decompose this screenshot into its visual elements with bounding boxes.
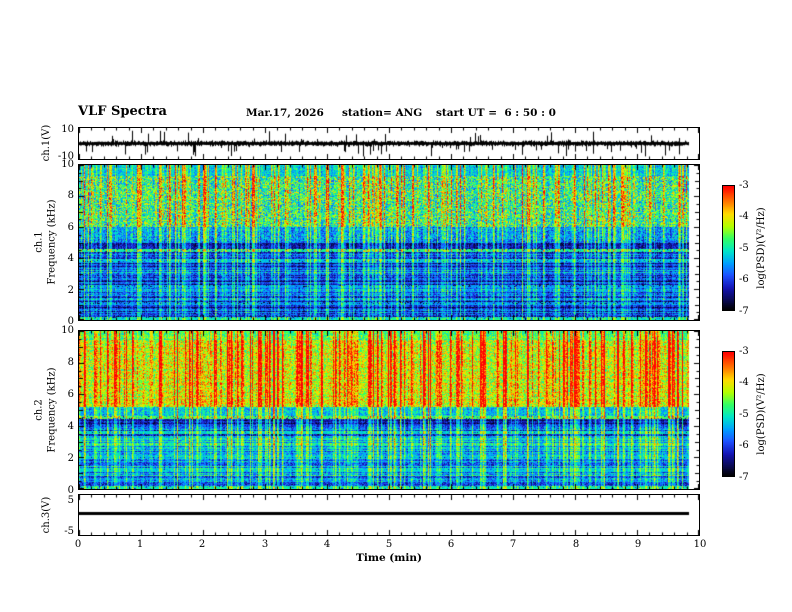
colorbar2-label: log(PSD)(V²/Hz) (756, 373, 767, 455)
tick-label: 4 (323, 539, 331, 550)
tick-label: -4 (739, 211, 749, 222)
ch1-spectrogram-canvas (78, 164, 700, 321)
tick-label: -10 (57, 151, 74, 162)
tick-label: -6 (739, 274, 749, 285)
colorbar1-label: log(PSD)(V²/Hz) (756, 207, 767, 289)
tick-label: 4 (67, 421, 74, 432)
tick-label: 6 (447, 539, 455, 550)
plot-date: Mar.17, 2026 (246, 107, 324, 119)
tick-label: 1 (136, 539, 144, 550)
time-axis-label: Time (min) (356, 552, 422, 564)
tick-label: 8 (67, 357, 74, 368)
tick-label: 2 (67, 453, 74, 464)
ch3-wave-ylabel: ch.3(V) (41, 496, 52, 534)
ch2-spec-ylabel: ch.2 Frequency (kHz) (33, 332, 59, 489)
tick-label: 6 (67, 222, 74, 233)
tick-label: -7 (739, 472, 749, 483)
tick-label: -7 (739, 306, 749, 317)
tick-label: -5 (739, 243, 749, 254)
tick-label: -5 (739, 409, 749, 420)
tick-label: -5 (64, 526, 74, 537)
plot-title: VLF Spectra (78, 104, 167, 119)
ch1-spec-ylabel-line2: Frequency (kHz) (46, 199, 58, 285)
tick-label: 9 (634, 539, 642, 550)
tick-label: 0 (67, 485, 74, 496)
tick-label: 2 (198, 539, 206, 550)
ch3-waveform-canvas (78, 494, 700, 536)
colorbar1-canvas (722, 185, 735, 311)
ch2-spec-ylabel-line1: ch.2 (33, 399, 45, 421)
tick-label: 10 (61, 325, 74, 336)
tick-label: 4 (67, 253, 74, 264)
plot-station: station= ANG (342, 107, 423, 119)
tick-label: 8 (572, 539, 580, 550)
tick-label: -3 (739, 346, 749, 357)
ch1-spec-ylabel-line1: ch.1 (33, 231, 45, 253)
tick-label: 0 (74, 539, 82, 550)
colorbar2-canvas (722, 351, 735, 477)
tick-label: 10 (693, 539, 707, 550)
ch2-spectrogram-canvas (78, 330, 700, 490)
tick-label: -4 (739, 377, 749, 388)
tick-label: 0 (67, 316, 74, 327)
tick-label: 3 (261, 539, 269, 550)
ch1-spec-ylabel: ch.1 Frequency (kHz) (33, 164, 59, 321)
tick-label: 5 (67, 495, 74, 506)
tick-label: 5 (385, 539, 393, 550)
tick-label: -6 (739, 440, 749, 451)
ch1-waveform-canvas (78, 127, 700, 160)
tick-label: 10 (61, 159, 74, 170)
plot-start-ut: start UT = 6 : 50 : 0 (436, 107, 556, 119)
tick-label: 10 (61, 124, 74, 135)
ch2-spec-ylabel-line2: Frequency (kHz) (46, 367, 58, 453)
tick-label: 6 (67, 389, 74, 400)
tick-label: 2 (67, 285, 74, 296)
tick-label: 8 (67, 190, 74, 201)
tick-label: 7 (509, 539, 517, 550)
tick-label: -3 (739, 180, 749, 191)
